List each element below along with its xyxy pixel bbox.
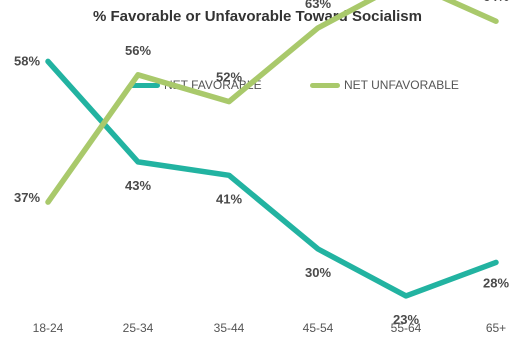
data-label-unfavorable-2: 52% [216, 70, 242, 85]
data-label-unfavorable-3: 63% [305, 0, 331, 11]
legend-label-unfavorable: NET UNFAVORABLE [344, 78, 459, 92]
series-line-favorable [45, 58, 499, 299]
x-tick-label-1: 25-34 [123, 321, 154, 335]
x-tick-label-3: 45-54 [303, 321, 334, 335]
series-line-unfavorable [45, 0, 499, 205]
chart-title: % Favorable or Unfavorable Toward Social… [93, 8, 422, 25]
x-tick-label-5: 65+ [486, 321, 506, 335]
x-tick-label-0: 18-24 [33, 321, 64, 335]
data-label-favorable-2: 41% [216, 191, 242, 206]
x-tick-label-2: 35-44 [214, 321, 245, 335]
data-label-favorable-4: 23% [393, 312, 419, 327]
legend-item-unfavorable: NET UNFAVORABLE [310, 76, 459, 94]
legend-swatch-unfavorable [310, 82, 340, 88]
data-label-unfavorable-0: 37% [14, 190, 40, 205]
data-label-favorable-0: 58% [14, 53, 40, 68]
data-label-unfavorable-5: 64% [483, 0, 509, 4]
data-label-favorable-1: 43% [125, 178, 151, 193]
data-label-unfavorable-1: 56% [125, 43, 151, 58]
data-label-favorable-3: 30% [305, 265, 331, 280]
legend-swatch-favorable [130, 82, 160, 88]
data-label-favorable-5: 28% [483, 275, 509, 290]
x-tick-label-4: 55-64 [391, 321, 422, 335]
